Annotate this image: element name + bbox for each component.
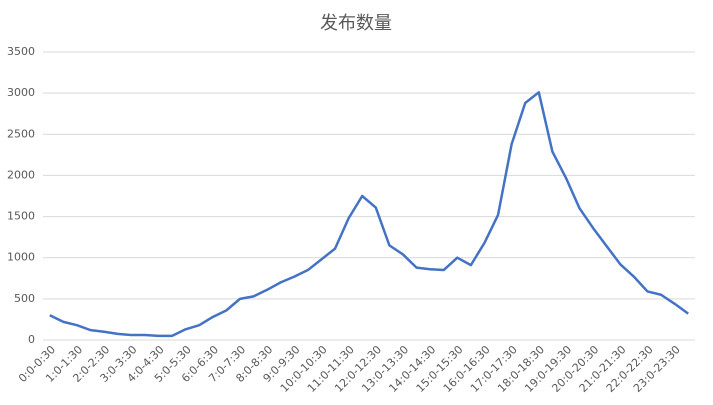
- y-tick-label: 3000: [7, 86, 35, 99]
- y-tick-label: 0: [28, 333, 35, 346]
- y-tick-label: 500: [14, 292, 35, 305]
- y-tick-label: 1500: [7, 210, 35, 223]
- y-tick-label: 2500: [7, 127, 35, 140]
- y-tick-label: 2000: [7, 168, 35, 181]
- data-line: [49, 91, 689, 338]
- y-tick-label: 1000: [7, 251, 35, 264]
- y-tick-label: 3500: [7, 45, 35, 58]
- chart-title: 发布数量: [320, 13, 392, 34]
